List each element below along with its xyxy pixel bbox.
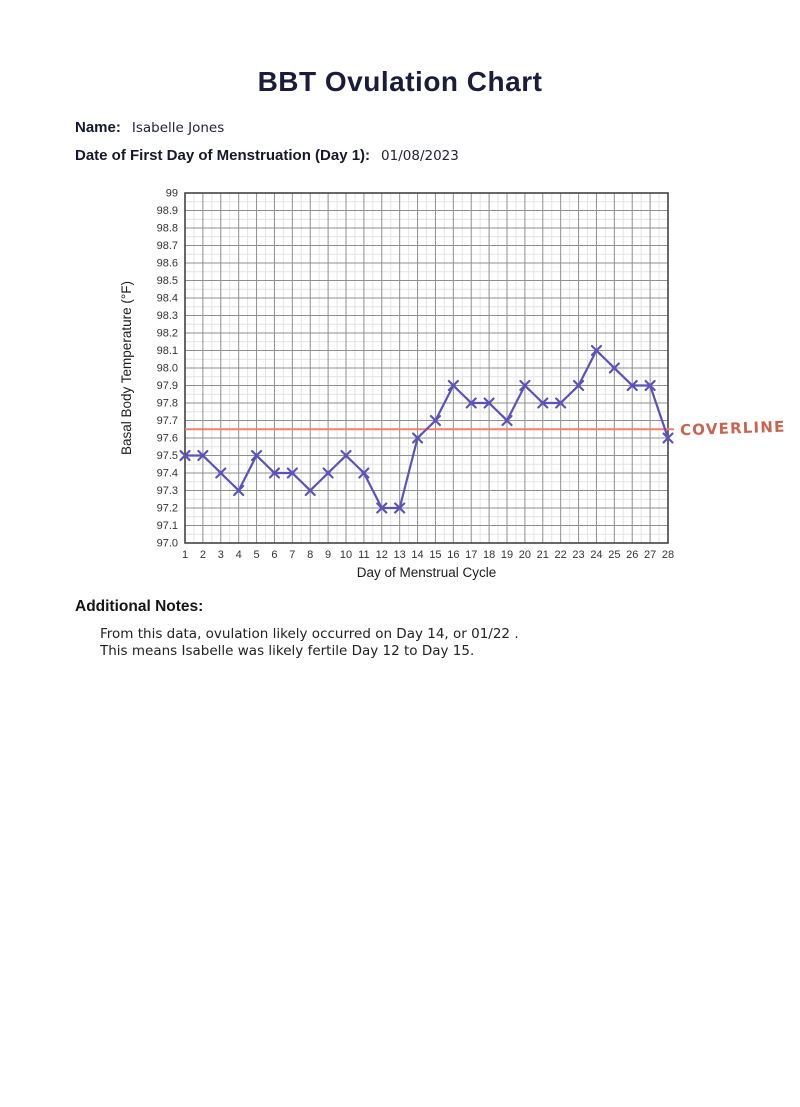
data-point-marker [179,449,191,462]
svg-text:16: 16 [447,549,459,561]
svg-text:2: 2 [200,549,206,561]
svg-text:13: 13 [394,549,406,561]
svg-text:97.1: 97.1 [157,520,178,532]
data-point-marker [608,362,620,374]
notes-heading: Additional Notes: [75,598,204,615]
date-label: Date of First Day of Menstruation (Day 1… [75,147,371,164]
svg-text:27: 27 [644,549,656,561]
svg-text:26: 26 [626,549,638,561]
data-point-marker [447,379,459,392]
data-point-marker [215,467,227,479]
data-point-marker [590,344,603,357]
svg-text:14: 14 [411,549,423,561]
svg-text:24: 24 [590,549,602,561]
data-point-marker [537,397,549,409]
y-axis-title: Basal Body Temperature (°F) [119,281,134,455]
svg-text:9: 9 [325,549,331,561]
coverline-label: COVERLINE [680,418,786,440]
notes-line-1: From this data, ovulation likely occurre… [100,626,519,642]
svg-text:97.7: 97.7 [157,415,178,427]
svg-text:98.9: 98.9 [157,205,178,217]
svg-text:22: 22 [555,549,567,561]
svg-text:97.4: 97.4 [157,468,178,480]
svg-text:3: 3 [218,549,224,561]
data-point-marker [376,502,388,514]
svg-text:97.0: 97.0 [157,538,178,550]
temperature-line [185,349,670,510]
data-point-marker [304,484,316,497]
data-point-marker [572,379,585,392]
name-label: Name: [75,119,121,136]
svg-text:98.6: 98.6 [157,258,178,270]
date-field-row: Date of First Day of Menstruation (Day 1… [75,147,459,164]
svg-text:97.8: 97.8 [157,398,178,410]
name-field-row: Name: Isabelle Jones [75,119,224,136]
x-axis-title: Day of Menstrual Cycle [357,565,497,580]
svg-text:97.2: 97.2 [157,503,178,515]
data-point-marker [340,449,352,462]
data-point-marker [483,397,495,409]
svg-text:10: 10 [340,549,352,561]
svg-text:7: 7 [289,549,295,561]
svg-text:98.8: 98.8 [157,223,178,235]
svg-text:99: 99 [166,188,178,200]
page-title: BBT Ovulation Chart [257,66,543,97]
data-point-marker [322,467,334,479]
svg-text:12: 12 [376,549,388,561]
svg-text:8: 8 [307,549,313,561]
svg-text:18: 18 [483,549,495,561]
bbt-line-chart: 99 98.9 98.8 98.7 98.6 98.5 98.4 98.3 98.2 98.1 98… [119,188,786,581]
data-point-marker [465,397,477,409]
svg-text:98.0: 98.0 [157,363,178,375]
svg-text:98.3: 98.3 [157,310,178,322]
temperature-markers [179,344,674,514]
data-point-marker [555,397,567,409]
y-tick-labels: 99 98.9 98.8 98.7 98.6 98.5 98.4 98.3 98.2 98.1 98… [157,188,178,550]
data-point-marker [429,414,442,427]
svg-text:28: 28 [662,549,674,561]
data-point-marker [233,484,245,497]
svg-text:19: 19 [501,549,513,561]
data-point-marker [250,449,263,462]
svg-text:97.9: 97.9 [157,380,178,392]
svg-text:15: 15 [429,549,441,561]
svg-text:97.6: 97.6 [157,433,178,445]
data-point-marker [286,467,298,479]
notes-body: From this data, ovulation likely occurre… [100,626,519,660]
notes-line-2: This means Isabelle was likely fertile D… [100,643,475,659]
svg-text:20: 20 [519,549,531,561]
svg-text:25: 25 [608,549,620,561]
name-value: Isabelle Jones [131,120,225,136]
data-point-marker [394,502,406,514]
data-point-marker [519,379,531,392]
svg-text:97.3: 97.3 [157,485,178,497]
svg-text:11: 11 [358,549,369,561]
data-point-marker [411,432,424,444]
svg-text:98.5: 98.5 [157,275,178,287]
svg-text:98.4: 98.4 [157,293,178,305]
svg-text:23: 23 [572,549,584,561]
data-point-marker [626,379,638,392]
data-point-marker [662,432,674,444]
svg-text:97.5: 97.5 [157,450,178,462]
svg-text:98.2: 98.2 [157,328,178,340]
data-point-marker [197,449,209,462]
data-point-marker [644,379,656,392]
svg-text:1: 1 [182,549,188,561]
date-value: 01/08/2023 [381,148,459,164]
x-tick-labels: 1 2 3 4 5 6 7 8 9 10 11 12 13 14 15 16 17 18 19 20 21 22 23 24 2… [182,549,674,561]
data-point-marker [268,467,281,479]
data-point-marker [358,467,370,479]
grid-major-lines [185,193,668,543]
plot-border [184,192,669,544]
svg-text:4: 4 [236,549,242,561]
svg-text:6: 6 [271,549,277,561]
svg-text:5: 5 [253,549,259,561]
data-point-marker [501,414,513,427]
svg-text:98.7: 98.7 [157,240,178,252]
svg-text:17: 17 [465,549,477,561]
svg-text:98.1: 98.1 [157,345,178,357]
svg-text:21: 21 [537,549,549,561]
